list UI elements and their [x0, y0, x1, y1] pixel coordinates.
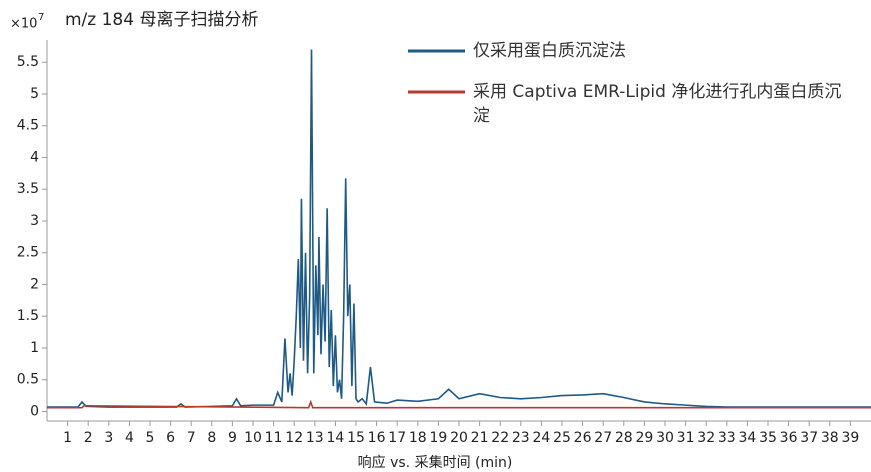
- x-tick-label: 18: [409, 430, 427, 446]
- y-tick-label: 2: [30, 276, 39, 292]
- x-tick-label: 31: [677, 430, 695, 446]
- x-tick-label: 35: [759, 430, 777, 446]
- x-tick-label: 38: [821, 430, 839, 446]
- x-tick-label: 22: [491, 430, 509, 446]
- x-tick-label: 8: [207, 430, 216, 446]
- y-tick-label: 4: [30, 149, 39, 165]
- x-tick-label: 11: [265, 430, 283, 446]
- x-tick-label: 26: [574, 430, 592, 446]
- x-tick-label: 23: [512, 430, 530, 446]
- x-tick-label: 17: [388, 430, 406, 446]
- x-tick-label: 37: [800, 430, 818, 446]
- x-tick-label: 20: [450, 430, 468, 446]
- legend-label: 采用 Captiva EMR-Lipid 净化进行孔内蛋白质沉淀: [473, 82, 842, 126]
- x-tick-label: 4: [125, 430, 134, 446]
- x-tick-label: 33: [718, 430, 736, 446]
- x-tick-label: 15: [347, 430, 365, 446]
- x-tick-label: 36: [780, 430, 798, 446]
- x-tick-label: 1: [63, 430, 72, 446]
- data-line: [47, 399, 871, 409]
- x-tick-label: 14: [326, 430, 344, 446]
- x-tick-label: 32: [697, 430, 715, 446]
- y-tick-label: 0: [30, 403, 39, 419]
- x-tick-label: 19: [429, 430, 447, 446]
- y-tick-label: 5: [30, 86, 39, 102]
- y-tick-label: 3: [30, 213, 39, 229]
- y-tick-label: 2.5: [17, 245, 39, 261]
- y-tick-label: 1.5: [17, 308, 39, 324]
- chart-title: m/z 184 母离子扫描分析: [65, 10, 258, 30]
- y-tick-label: 5.5: [17, 54, 39, 70]
- x-tick-label: 9: [228, 430, 237, 446]
- y-tick-label: 3.5: [17, 181, 39, 197]
- x-tick-label: 34: [738, 430, 756, 446]
- y-tick-label: 4.5: [17, 118, 39, 134]
- x-tick-label: 2: [84, 430, 93, 446]
- x-tick-label: 6: [166, 430, 175, 446]
- x-tick-label: 7: [187, 430, 196, 446]
- legend-label: 仅采用蛋白质沉淀法: [473, 41, 626, 61]
- x-tick-label: 25: [553, 430, 571, 446]
- x-tick-label: 16: [368, 430, 386, 446]
- y-exponent: 7: [38, 12, 44, 23]
- x-tick-label: 39: [841, 430, 859, 446]
- data-line: [47, 49, 871, 408]
- x-tick-label: 29: [635, 430, 653, 446]
- x-tick-label: 12: [285, 430, 303, 446]
- x-tick-label: 30: [656, 430, 674, 446]
- x-tick-label: 3: [104, 430, 113, 446]
- x-tick-label: 21: [471, 430, 489, 446]
- x-tick-label: 5: [146, 430, 155, 446]
- y-tick-label: 1: [30, 340, 39, 356]
- y-multiplier: ×10: [10, 17, 37, 32]
- x-tick-label: 13: [306, 430, 324, 446]
- x-tick-label: 27: [594, 430, 612, 446]
- x-tick-label: 10: [244, 430, 262, 446]
- y-tick-label: 0.5: [17, 372, 39, 388]
- x-tick-label: 24: [532, 430, 550, 446]
- x-axis-label: 响应 vs. 采集时间 (min): [358, 454, 513, 471]
- x-tick-label: 28: [615, 430, 633, 446]
